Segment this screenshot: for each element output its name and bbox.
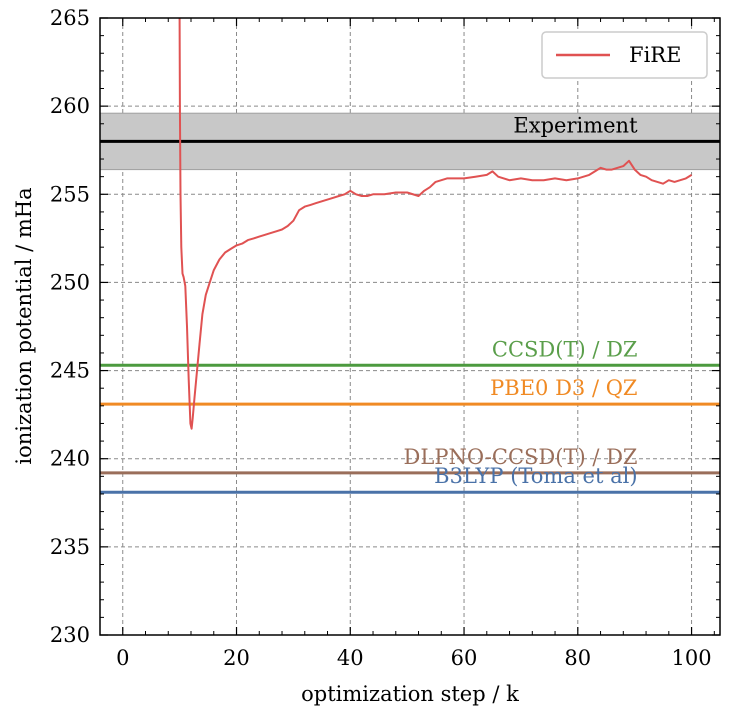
ticks [99,17,720,636]
reference-label-experiment: Experiment [513,113,638,137]
series-layer [178,17,693,430]
y-axis-title: ionization potential / mHa [12,187,36,464]
y-tick-label: 265 [50,6,90,30]
legend: FiRE [541,31,708,79]
x-tick-label: 0 [116,646,129,670]
plot-background [100,18,720,635]
x-tick-label: 80 [564,646,591,670]
reference-lines [100,139,720,494]
reference-label-pbe0-d3-qz: PBE0 D3 / QZ [490,376,637,400]
y-tick-label: 235 [50,535,90,559]
plot-frame [99,17,721,636]
reference-label-dlpno-ccsd-t-dz: DLPNO-CCSD(T) / DZ [404,445,638,469]
x-tick-label: 100 [672,646,712,670]
x-tick-label: 60 [451,646,478,670]
x-axis-title: optimization step / k [301,682,519,706]
series-line-fire [178,17,693,430]
x-tick-label: 40 [337,646,364,670]
y-tick-label: 260 [50,94,90,118]
y-tick-label: 250 [50,270,90,294]
y-tick-label: 245 [50,359,90,383]
y-tick-label: 240 [50,447,90,471]
reference-label-b3lyp-toma-et-al: B3LYP (Toma et al) [434,464,637,488]
y-tick-label: 255 [50,182,90,206]
reference-labels: Experiment CCSD(T) / DZ PBE0 D3 / QZ DLPNO-… [404,113,639,488]
legend-box [541,31,708,79]
reference-label-ccsd-t-dz: CCSD(T) / DZ [492,337,638,361]
legend-label-fire: FiRE [629,43,681,67]
tick-labels: 0 20 40 60 80 100 230 235 240 245 250 255 260 265 [50,6,712,670]
y-tick-label: 230 [50,623,90,647]
x-tick-label: 20 [223,646,250,670]
